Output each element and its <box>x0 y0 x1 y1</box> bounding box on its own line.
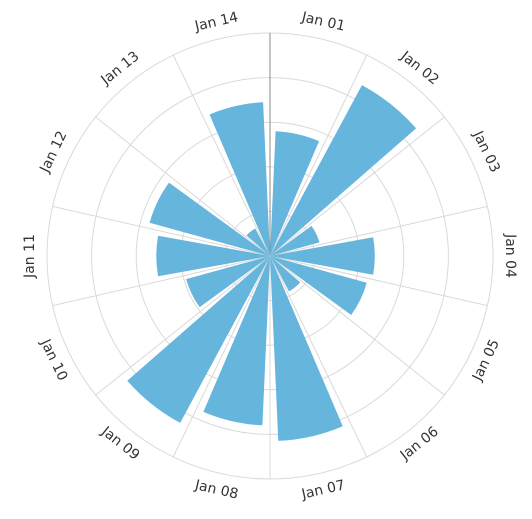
grid-spoke <box>269 205 488 257</box>
chart-grid <box>46 32 494 480</box>
grid-spoke <box>95 116 271 257</box>
grid-spoke <box>269 255 445 396</box>
category-label: Jan 09 <box>97 423 142 463</box>
grid-spoke <box>269 54 368 257</box>
bar-jan-05[interactable] <box>270 256 367 315</box>
bar-jan-10[interactable] <box>186 256 270 308</box>
bar-jan-14[interactable] <box>209 102 270 256</box>
category-label: Jan 10 <box>37 336 71 383</box>
bar-jan-13[interactable] <box>246 228 270 256</box>
category-label: Jan 11 <box>22 234 38 279</box>
grid-spoke <box>172 255 271 458</box>
chart-bars <box>127 85 417 441</box>
category-label: Jan 14 <box>192 9 239 35</box>
bar-jan-12[interactable] <box>149 182 270 256</box>
category-label: Jan 03 <box>469 128 503 175</box>
category-label: Jan 07 <box>299 477 346 503</box>
category-label: Jan 01 <box>299 9 346 35</box>
bar-jan-07[interactable] <box>270 256 343 441</box>
grid-spoke <box>52 255 271 307</box>
bar-jan-11[interactable] <box>156 235 270 277</box>
grid-spoke <box>95 255 271 396</box>
bar-jan-06[interactable] <box>270 256 301 292</box>
bar-jan-01[interactable] <box>270 131 320 256</box>
category-label: Jan 02 <box>397 48 442 88</box>
bar-jan-03[interactable] <box>270 225 320 256</box>
grid-spoke <box>269 255 368 458</box>
bar-jan-04[interactable] <box>270 237 375 275</box>
category-label: Jan 12 <box>37 129 71 176</box>
category-label: Jan 05 <box>469 337 503 384</box>
category-label: Jan 04 <box>502 233 518 278</box>
bar-jan-08[interactable] <box>203 256 270 426</box>
grid-spoke <box>172 54 271 257</box>
category-label: Jan 13 <box>97 48 142 88</box>
category-label: Jan 06 <box>397 424 442 465</box>
bar-jan-02[interactable] <box>270 85 417 256</box>
grid-spoke <box>52 205 271 257</box>
category-label: Jan 08 <box>192 477 239 503</box>
bar-jan-09[interactable] <box>127 256 270 423</box>
grid-spoke <box>269 116 445 257</box>
grid-spoke <box>269 255 488 307</box>
